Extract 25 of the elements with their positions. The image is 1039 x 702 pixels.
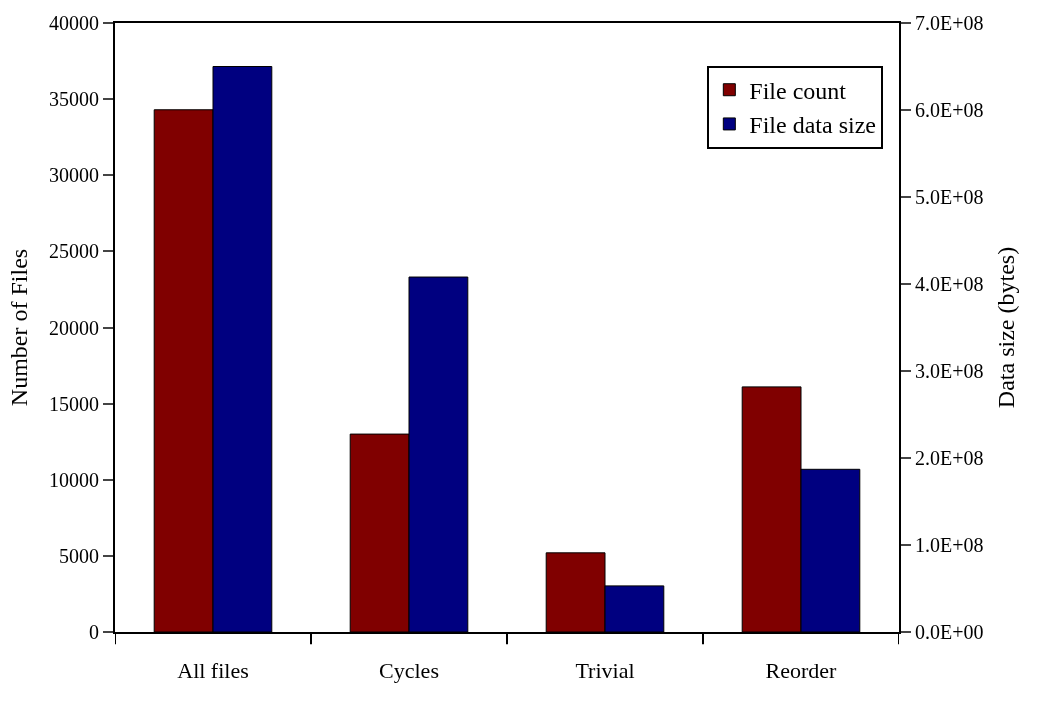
legend-label: File count <box>749 78 847 105</box>
y-tick-label: 35000 <box>49 88 99 111</box>
x-tick-label: All files <box>177 658 249 684</box>
y2-tick-label: 7.0E+08 <box>915 12 984 34</box>
y-tick-label: 25000 <box>49 240 99 263</box>
x-tick-label: Reorder <box>765 658 838 684</box>
y2-tick-label: 5.0E+08 <box>915 186 984 208</box>
y2-axis-title: Data size (bytes) <box>993 246 1020 409</box>
y2-tick-label: 2.0E+08 <box>915 447 984 469</box>
y-axis-title: Number of Files <box>5 248 32 407</box>
y-tick-label: 0 <box>89 621 99 643</box>
y-tick-label: 10000 <box>49 468 99 491</box>
legend-label: File data size <box>749 112 876 139</box>
x-tick-label: Cycles <box>379 658 439 684</box>
y2-tick-label: 1.0E+08 <box>915 534 984 556</box>
x-tick-label: Trivial <box>575 658 635 684</box>
y2-tick-label: 0.0E+00 <box>915 621 984 643</box>
y-tick-label: 20000 <box>49 316 99 339</box>
y-tick-label: 40000 <box>49 12 99 34</box>
y2-tick-label: 3.0E+08 <box>915 360 984 382</box>
y-tick-label: 15000 <box>49 392 99 415</box>
y2-tick-label: 4.0E+08 <box>915 273 984 295</box>
y2-tick-label: 6.0E+08 <box>915 99 984 121</box>
y-tick-label: 30000 <box>49 164 99 187</box>
y-tick-label: 5000 <box>59 544 99 567</box>
